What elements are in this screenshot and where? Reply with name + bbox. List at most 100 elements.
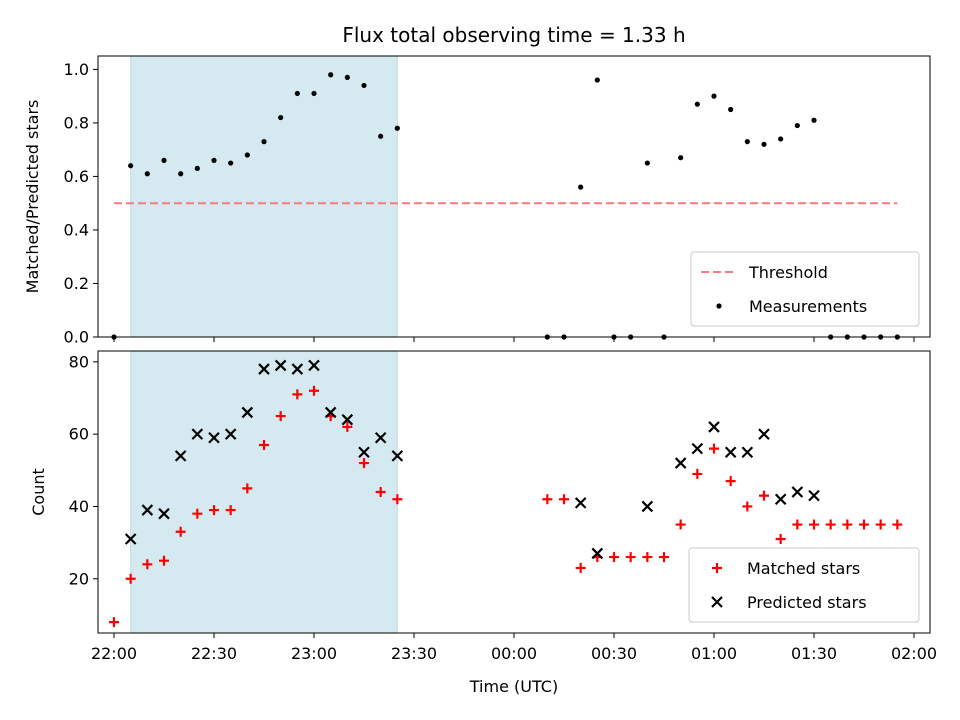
x-tick-label: 23:00 bbox=[291, 644, 337, 663]
legend: Matched stars Predicted stars bbox=[688, 547, 920, 623]
x-axis-label: Time (UTC) bbox=[469, 677, 558, 696]
y-axis-label: Matched/Predicted stars bbox=[23, 100, 42, 294]
predicted-point bbox=[174, 450, 187, 462]
top-panel: 0.0 0.2 0.4 0.6 0.8 1.0 Matched/Predicted star… bbox=[23, 55, 931, 347]
legend-box bbox=[690, 251, 920, 327]
x-tick-label: 01:00 bbox=[691, 644, 737, 663]
measurement-point bbox=[778, 136, 784, 142]
x-tick-label: 23:30 bbox=[391, 644, 437, 663]
matched-point bbox=[359, 458, 369, 469]
x-tick-label: 00:00 bbox=[491, 644, 537, 663]
matched-point bbox=[859, 519, 869, 530]
measurement-point bbox=[244, 152, 250, 158]
measurement-point bbox=[761, 141, 767, 147]
measurement-point bbox=[228, 160, 234, 166]
legend-marker bbox=[711, 596, 723, 608]
measurement-point bbox=[344, 74, 350, 81]
matched-point bbox=[259, 440, 269, 450]
measurement-point bbox=[194, 165, 200, 171]
predicted-point bbox=[791, 486, 804, 498]
predicted-point bbox=[258, 363, 270, 375]
predicted-point bbox=[124, 533, 137, 545]
measurement-point bbox=[361, 82, 367, 89]
measurement-point bbox=[711, 93, 717, 99]
matched-point bbox=[575, 562, 586, 573]
measurement-point bbox=[328, 72, 334, 78]
matched-point bbox=[142, 559, 153, 570]
y-tick-label: 0.4 bbox=[64, 220, 89, 239]
chart-title: Flux total observing time = 1.33 h bbox=[342, 23, 685, 47]
measurement-point bbox=[744, 139, 750, 145]
matched-point bbox=[625, 552, 636, 563]
predicted-point bbox=[358, 446, 370, 459]
bottom-panel: 20 40 60 80 22:00 22:30 23:00 23:30 00:00 00:30 01… bbox=[29, 350, 937, 663]
measurement-point bbox=[394, 125, 400, 131]
matched-point bbox=[675, 519, 686, 530]
matched-point bbox=[559, 494, 569, 505]
shaded-interval bbox=[130, 55, 398, 338]
predicted-point bbox=[224, 428, 237, 440]
predicted-point bbox=[724, 446, 737, 459]
measurement-point bbox=[178, 171, 184, 177]
matched-point bbox=[642, 552, 653, 563]
predicted-point bbox=[241, 406, 254, 419]
measurement-point bbox=[311, 90, 317, 97]
matched-point bbox=[342, 421, 353, 432]
matched-point bbox=[192, 508, 203, 519]
y-tick-label: 1.0 bbox=[64, 60, 89, 79]
predicted-point bbox=[574, 497, 587, 509]
x-tick-label: 01:30 bbox=[791, 644, 837, 663]
y-tick-label: 0.0 bbox=[64, 328, 89, 347]
matched-point bbox=[392, 494, 403, 505]
x-tick-label: 02:00 bbox=[891, 644, 937, 663]
matched-point bbox=[542, 494, 553, 505]
matched-point bbox=[875, 519, 886, 530]
y-tick-label: 40 bbox=[69, 497, 89, 516]
matched-point bbox=[275, 411, 286, 422]
predicted-point bbox=[141, 504, 154, 516]
matched-point bbox=[809, 519, 819, 530]
measurement-point bbox=[728, 106, 734, 113]
matched-point bbox=[159, 555, 169, 566]
predicted-point bbox=[691, 442, 704, 455]
predicted-point bbox=[808, 489, 820, 502]
matched-point bbox=[892, 519, 903, 530]
matched-point bbox=[659, 552, 669, 563]
predicted-point bbox=[374, 431, 387, 444]
matched-point bbox=[775, 534, 786, 544]
predicted-point bbox=[341, 413, 354, 426]
matched-point bbox=[842, 519, 853, 530]
measurement-point bbox=[211, 157, 217, 163]
matched-point bbox=[309, 385, 319, 396]
shaded-interval bbox=[130, 350, 398, 634]
predicted-point bbox=[758, 428, 770, 440]
measurement-point bbox=[794, 122, 800, 129]
predicted-point bbox=[274, 359, 287, 372]
measurement-point bbox=[811, 117, 817, 123]
predicted-point bbox=[291, 363, 304, 375]
matched-point bbox=[292, 389, 303, 400]
matched-point bbox=[175, 526, 186, 537]
y-tick-label: 0.8 bbox=[64, 113, 89, 132]
predicted-point bbox=[591, 547, 604, 560]
matched-point bbox=[709, 443, 719, 454]
measurement-point bbox=[594, 77, 600, 83]
predicted-point bbox=[308, 359, 320, 372]
legend-label: Measurements bbox=[749, 297, 867, 316]
legend-label: Matched stars bbox=[747, 559, 860, 578]
matched-point bbox=[692, 468, 703, 479]
predicted-point bbox=[641, 500, 654, 513]
measurement-point bbox=[378, 133, 384, 139]
predicted-point bbox=[391, 450, 404, 462]
measurement-point bbox=[144, 171, 150, 177]
legend-marker bbox=[716, 303, 722, 309]
legend-box bbox=[688, 547, 920, 623]
y-axis-label: Count bbox=[29, 468, 48, 516]
matched-point bbox=[759, 490, 769, 501]
matched-point bbox=[125, 573, 136, 584]
predicted-point bbox=[324, 406, 337, 419]
measurement-point bbox=[644, 160, 650, 166]
matched-point bbox=[209, 505, 219, 516]
measurement-point bbox=[261, 139, 267, 145]
